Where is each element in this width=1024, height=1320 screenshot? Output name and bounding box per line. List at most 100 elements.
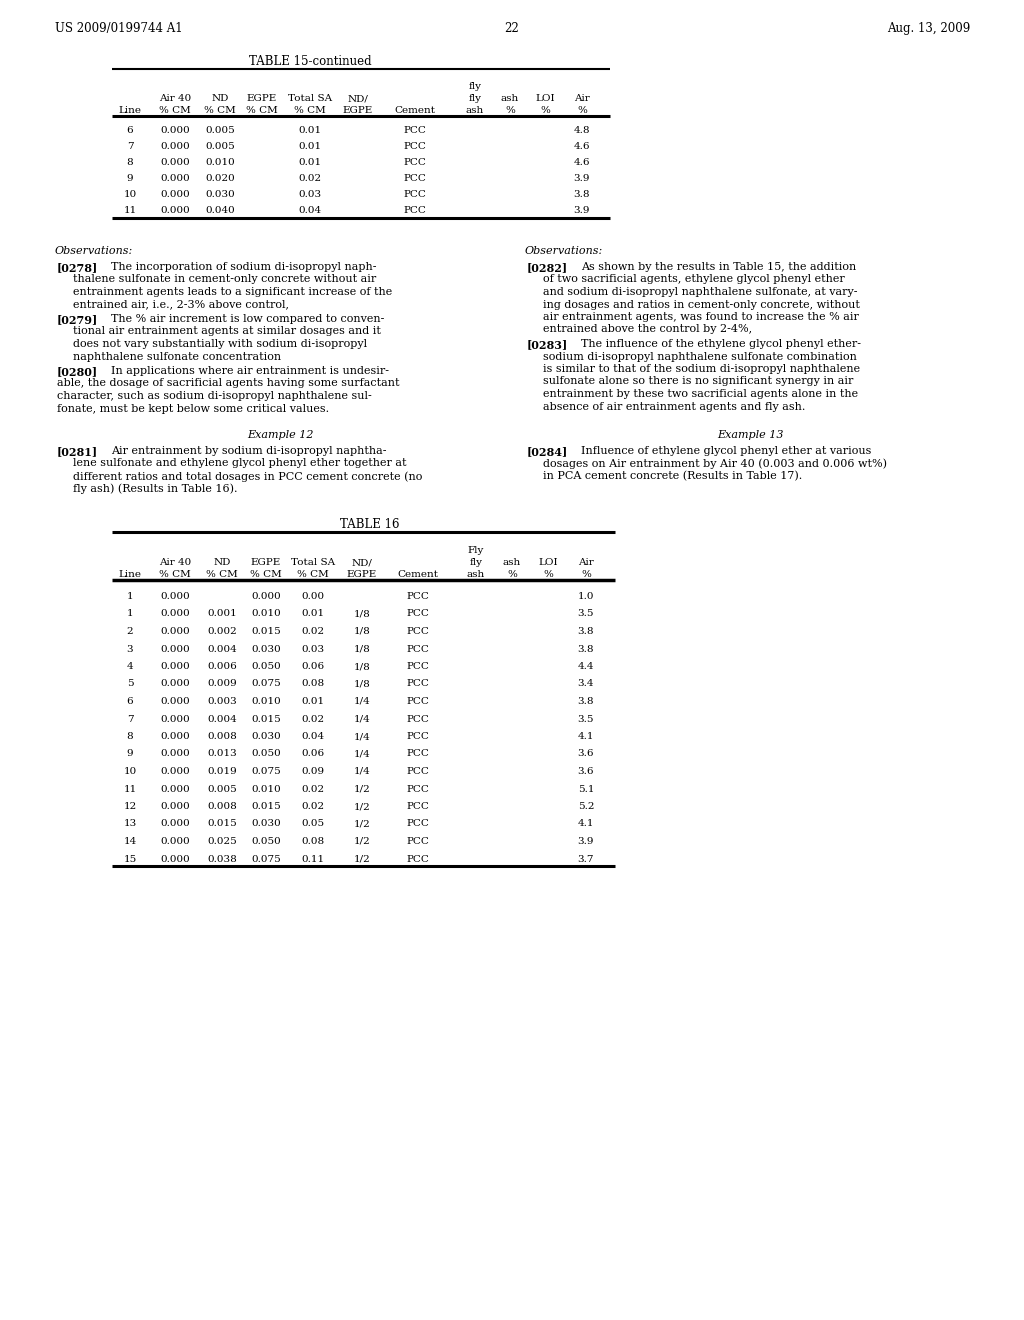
Text: 1/8: 1/8	[353, 627, 371, 636]
Text: 0.01: 0.01	[298, 125, 322, 135]
Text: 0.01: 0.01	[298, 143, 322, 150]
Text: 3: 3	[127, 644, 133, 653]
Text: sodium di-isopropyl naphthalene sulfonate combination: sodium di-isopropyl naphthalene sulfonat…	[543, 351, 857, 362]
Text: PCC: PCC	[403, 158, 426, 168]
Text: 3.9: 3.9	[573, 174, 590, 183]
Text: 0.010: 0.010	[251, 610, 281, 619]
Text: 0.000: 0.000	[251, 591, 281, 601]
Text: 3.9: 3.9	[578, 837, 594, 846]
Text: %: %	[540, 106, 550, 115]
Text: Air: Air	[579, 558, 594, 568]
Text: 1/2: 1/2	[353, 854, 371, 863]
Text: 0.000: 0.000	[160, 143, 189, 150]
Text: 0.000: 0.000	[160, 803, 189, 810]
Text: 3.8: 3.8	[578, 697, 594, 706]
Text: Observations:: Observations:	[525, 246, 603, 256]
Text: 3.6: 3.6	[578, 750, 594, 759]
Text: PCC: PCC	[407, 784, 429, 793]
Text: % CM: % CM	[250, 570, 282, 579]
Text: % CM: % CM	[297, 570, 329, 579]
Text: 0.000: 0.000	[160, 158, 189, 168]
Text: [0281]: [0281]	[57, 446, 98, 457]
Text: 1.0: 1.0	[578, 591, 594, 601]
Text: 1/4: 1/4	[353, 697, 371, 706]
Text: % CM: % CM	[159, 570, 190, 579]
Text: 0.09: 0.09	[301, 767, 325, 776]
Text: 0.000: 0.000	[160, 174, 189, 183]
Text: 0.000: 0.000	[160, 820, 189, 829]
Text: 0.000: 0.000	[160, 680, 189, 689]
Text: different ratios and total dosages in PCC cement concrete (no: different ratios and total dosages in PC…	[73, 471, 422, 482]
Text: 0.013: 0.013	[207, 750, 237, 759]
Text: PCC: PCC	[407, 697, 429, 706]
Text: 0.000: 0.000	[160, 663, 189, 671]
Text: 0.02: 0.02	[301, 784, 325, 793]
Text: EGPE: EGPE	[251, 558, 282, 568]
Text: TABLE 15-continued: TABLE 15-continued	[249, 55, 372, 69]
Text: Cement: Cement	[397, 570, 438, 579]
Text: entrainment by these two sacrificial agents alone in the: entrainment by these two sacrificial age…	[543, 389, 858, 399]
Text: 5.2: 5.2	[578, 803, 594, 810]
Text: PCC: PCC	[403, 206, 426, 215]
Text: LOI: LOI	[536, 94, 555, 103]
Text: 5.1: 5.1	[578, 784, 594, 793]
Text: 4.1: 4.1	[578, 733, 594, 741]
Text: 0.01: 0.01	[301, 697, 325, 706]
Text: 0.010: 0.010	[205, 158, 234, 168]
Text: 0.000: 0.000	[160, 750, 189, 759]
Text: 0.08: 0.08	[301, 680, 325, 689]
Text: PCC: PCC	[407, 733, 429, 741]
Text: 0.030: 0.030	[251, 733, 281, 741]
Text: ash: ash	[466, 106, 484, 115]
Text: % CM: % CM	[246, 106, 278, 115]
Text: % CM: % CM	[204, 106, 236, 115]
Text: 10: 10	[123, 190, 136, 199]
Text: 0.001: 0.001	[207, 610, 237, 619]
Text: 1/2: 1/2	[353, 803, 371, 810]
Text: 9: 9	[127, 750, 133, 759]
Text: 11: 11	[123, 784, 136, 793]
Text: EGPE: EGPE	[343, 106, 373, 115]
Text: 3.5: 3.5	[578, 714, 594, 723]
Text: 4.4: 4.4	[578, 663, 594, 671]
Text: 0.008: 0.008	[207, 733, 237, 741]
Text: Observations:: Observations:	[55, 246, 133, 256]
Text: LOI: LOI	[539, 558, 558, 568]
Text: [0282]: [0282]	[527, 261, 568, 273]
Text: 13: 13	[123, 820, 136, 829]
Text: 0.025: 0.025	[207, 837, 237, 846]
Text: TABLE 16: TABLE 16	[340, 517, 399, 531]
Text: 0.000: 0.000	[160, 697, 189, 706]
Text: 0.000: 0.000	[160, 627, 189, 636]
Text: fly: fly	[469, 94, 481, 103]
Text: 0.000: 0.000	[160, 206, 189, 215]
Text: PCC: PCC	[407, 820, 429, 829]
Text: 10: 10	[123, 767, 136, 776]
Text: 1: 1	[127, 591, 133, 601]
Text: Aug. 13, 2009: Aug. 13, 2009	[887, 22, 970, 36]
Text: Total SA: Total SA	[291, 558, 335, 568]
Text: 0.040: 0.040	[205, 206, 234, 215]
Text: in PCA cement concrete (Results in Table 17).: in PCA cement concrete (Results in Table…	[543, 471, 802, 482]
Text: 0.02: 0.02	[298, 174, 322, 183]
Text: 0.075: 0.075	[251, 767, 281, 776]
Text: Line: Line	[119, 106, 141, 115]
Text: 3.8: 3.8	[578, 644, 594, 653]
Text: 0.000: 0.000	[160, 591, 189, 601]
Text: 0.03: 0.03	[301, 644, 325, 653]
Text: 0.004: 0.004	[207, 644, 237, 653]
Text: PCC: PCC	[403, 125, 426, 135]
Text: 7: 7	[127, 714, 133, 723]
Text: 1: 1	[127, 610, 133, 619]
Text: % CM: % CM	[206, 570, 238, 579]
Text: PCC: PCC	[403, 190, 426, 199]
Text: % CM: % CM	[294, 106, 326, 115]
Text: 5: 5	[127, 680, 133, 689]
Text: 0.000: 0.000	[160, 610, 189, 619]
Text: lene sulfonate and ethylene glycol phenyl ether together at: lene sulfonate and ethylene glycol pheny…	[73, 458, 407, 469]
Text: Total SA: Total SA	[288, 94, 332, 103]
Text: %: %	[578, 106, 587, 115]
Text: 0.038: 0.038	[207, 854, 237, 863]
Text: 1/8: 1/8	[353, 610, 371, 619]
Text: 0.01: 0.01	[301, 610, 325, 619]
